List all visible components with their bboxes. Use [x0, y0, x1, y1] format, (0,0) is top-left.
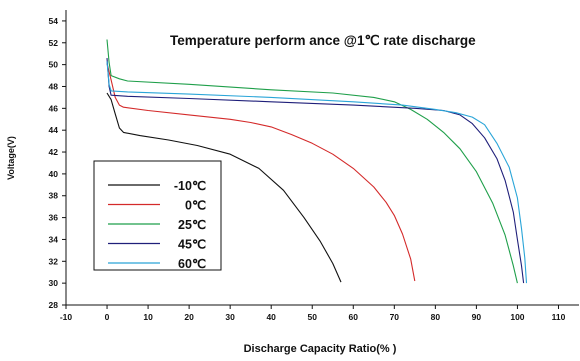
legend-label: 45℃: [178, 238, 206, 252]
y-tick-label: 34: [49, 234, 59, 244]
x-tick-label: 40: [266, 312, 276, 322]
legend-label: -10℃: [174, 179, 206, 193]
x-tick-label: 110: [552, 312, 566, 322]
y-tick-label: 48: [49, 81, 59, 91]
series-line-4: [106, 61, 528, 284]
y-tick-label: 44: [49, 125, 59, 135]
y-tick-label: 52: [49, 38, 59, 48]
legend-label: 0℃: [185, 199, 206, 213]
x-tick-label: 20: [184, 312, 194, 322]
legend-label: 25℃: [178, 218, 206, 232]
y-ticks: 28 30 32 34 36 38 40 42 44 46 48 50 52 54: [49, 16, 66, 310]
y-tick-label: 32: [49, 256, 59, 266]
x-ticks: -10 0 10 20 30 40 50 60 70 80 90 100 110: [60, 305, 566, 322]
y-tick-label: 40: [49, 169, 59, 179]
series-line-1: [106, 63, 416, 282]
legend-items: -10℃ 0℃ 25℃ 45℃ 60℃: [108, 179, 206, 271]
x-tick-label: 60: [349, 312, 359, 322]
series-line-0: [106, 92, 342, 283]
y-tick-label: 28: [49, 300, 59, 310]
y-tick-label: 54: [49, 16, 59, 26]
x-tick-label: 10: [143, 312, 153, 322]
x-tick-label: 90: [472, 312, 482, 322]
series-layer: [106, 39, 528, 284]
legend-box: [93, 160, 222, 271]
y-tick-label: 50: [49, 60, 59, 70]
series-line-2: [106, 39, 518, 284]
chart-title: Temperature perform ance @1℃ rate discha…: [170, 33, 476, 48]
legend-label: 60℃: [178, 257, 206, 271]
series-line-3: [106, 58, 525, 284]
x-tick-label: 80: [431, 312, 441, 322]
x-tick-label: 50: [308, 312, 318, 322]
legend: -10℃ 0℃ 25℃ 45℃ 60℃: [93, 160, 222, 271]
y-tick-label: 46: [49, 103, 59, 113]
x-tick-label: 70: [390, 312, 400, 322]
x-tick-label: -10: [60, 312, 73, 322]
y-tick-label: 30: [49, 278, 59, 288]
plot-area: [65, 10, 579, 306]
y-tick-label: 38: [49, 191, 59, 201]
x-axis-title: Discharge Capacity Ratio(% ): [244, 343, 397, 355]
y-axis-title: Voltage(V): [6, 136, 16, 180]
y-tick-label: 36: [49, 213, 59, 223]
y-tick-label: 42: [49, 147, 59, 157]
x-tick-label: 30: [225, 312, 235, 322]
x-tick-label: 100: [510, 312, 524, 322]
x-tick-label: 0: [105, 312, 110, 322]
